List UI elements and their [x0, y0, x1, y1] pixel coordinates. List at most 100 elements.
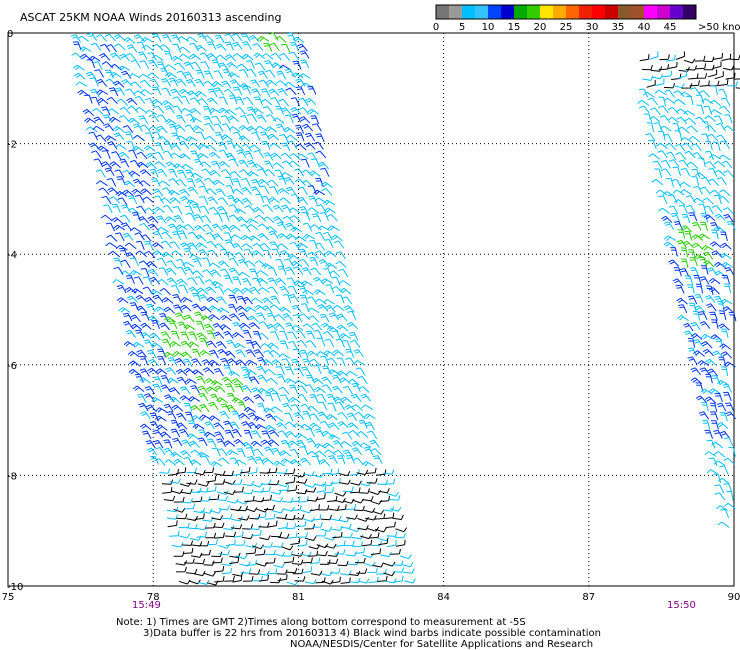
wind-barb	[171, 542, 184, 548]
wind-barb	[302, 222, 313, 232]
wind-barb	[261, 195, 271, 205]
wind-barb	[347, 310, 357, 320]
wind-barb	[315, 493, 326, 501]
wind-barb	[292, 559, 304, 565]
wind-barb	[180, 196, 192, 204]
wind-barb	[194, 178, 206, 186]
wind-barb	[725, 72, 736, 80]
wind-barb	[95, 180, 108, 187]
wind-barb	[271, 62, 284, 69]
wind-barb	[171, 250, 183, 258]
wind-barb	[191, 358, 202, 367]
wind-barb	[130, 314, 141, 323]
wind-barb	[214, 385, 226, 393]
wind-barb	[246, 559, 257, 566]
wind-barb	[267, 133, 280, 141]
wind-barb	[114, 87, 126, 96]
wind-barb	[254, 260, 267, 267]
wind-barb	[200, 315, 213, 322]
wind-barb	[372, 509, 385, 515]
wind-barb	[149, 332, 161, 341]
wind-barb	[274, 277, 287, 286]
wind-barb	[308, 170, 321, 177]
wind-barb	[218, 62, 229, 71]
wind-barb	[257, 332, 269, 340]
wind-barb	[139, 79, 152, 88]
wind-barb	[706, 303, 717, 312]
wind-barb	[278, 485, 290, 492]
wind-barb	[123, 180, 136, 188]
wind-barb	[224, 109, 237, 116]
wind-barb	[718, 154, 731, 161]
wind-barbs	[70, 32, 740, 586]
wind-barb	[232, 131, 243, 141]
wind-barb	[693, 185, 703, 195]
wind-barb	[288, 207, 301, 214]
wind-barb	[352, 457, 364, 466]
wind-barb	[327, 225, 340, 232]
wind-barb	[719, 465, 729, 475]
wind-barb	[281, 160, 293, 168]
wind-barb	[723, 361, 736, 368]
wind-barb	[340, 396, 353, 404]
wind-barb	[260, 98, 273, 106]
wind-barb	[174, 358, 186, 366]
wind-barb	[140, 234, 152, 242]
wind-barb	[103, 204, 113, 214]
wind-barb	[310, 115, 320, 125]
wind-barb	[324, 304, 336, 313]
wind-barb	[151, 319, 160, 329]
wind-barb	[677, 229, 686, 239]
wind-barb	[166, 377, 179, 384]
wind-barb	[248, 376, 260, 385]
wind-barb	[203, 177, 216, 185]
wind-barb	[704, 396, 717, 404]
wind-barb	[685, 195, 697, 204]
wind-barb	[215, 341, 227, 349]
wind-barb	[276, 513, 288, 520]
wind-barb	[295, 143, 307, 151]
wind-barb	[309, 557, 321, 564]
wind-barb	[720, 328, 729, 339]
wind-barb	[328, 312, 340, 321]
wind-barb	[202, 257, 212, 267]
wind-barb	[232, 41, 243, 50]
wind-barb	[314, 443, 327, 449]
wind-barb	[322, 331, 334, 339]
wind-barb	[181, 439, 192, 448]
wind-barb	[263, 349, 275, 358]
wind-barb	[673, 90, 685, 98]
wind-barb	[269, 142, 282, 150]
wind-barb	[710, 85, 718, 95]
wind-barb	[187, 242, 198, 251]
wind-barb	[284, 81, 297, 89]
wind-barb	[147, 59, 158, 68]
wind-barb	[695, 283, 704, 294]
wind-barb	[125, 275, 135, 284]
legend-swatch	[514, 5, 527, 19]
wind-barb	[307, 85, 317, 95]
wind-barb	[119, 158, 130, 168]
wind-barb	[237, 63, 249, 71]
wind-barb	[140, 89, 153, 96]
wind-barb	[176, 412, 187, 421]
legend-border	[435, 4, 697, 20]
wind-barb	[232, 287, 244, 295]
wind-barb	[153, 376, 163, 386]
wind-barb	[651, 178, 664, 186]
wind-barb	[192, 292, 201, 302]
wind-barb	[236, 305, 248, 313]
wind-barb	[258, 574, 269, 582]
wind-barb	[277, 175, 287, 185]
wind-barb	[233, 342, 246, 349]
wind-barb	[225, 539, 236, 547]
wind-barb	[262, 106, 274, 115]
wind-barb	[296, 478, 308, 484]
wind-barb	[172, 96, 183, 105]
wind-barb	[191, 303, 203, 312]
wind-barb	[218, 505, 230, 511]
wind-barb	[702, 251, 714, 260]
wind-barb	[345, 504, 357, 510]
wind-barb	[339, 287, 352, 295]
wind-barb	[128, 73, 141, 79]
